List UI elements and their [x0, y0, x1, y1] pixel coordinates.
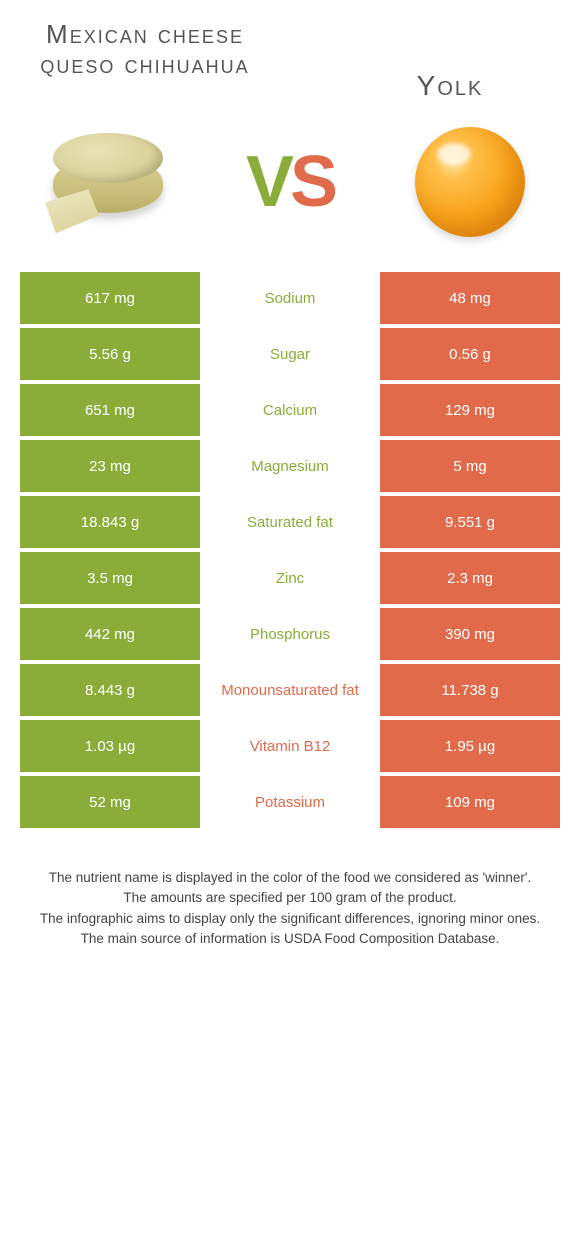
cell-right-value: 2.3 mg	[380, 552, 560, 604]
cell-nutrient-label: Magnesium	[200, 440, 380, 492]
cell-nutrient-label: Sugar	[200, 328, 380, 380]
cell-left-value: 18.843 g	[20, 496, 200, 548]
table-row: 1.03 µgVitamin B121.95 µg	[20, 720, 560, 772]
cell-nutrient-label: Phosphorus	[200, 608, 380, 660]
cell-nutrient-label: Monounsaturated fat	[200, 664, 380, 716]
cell-left-value: 23 mg	[20, 440, 200, 492]
cell-left-value: 5.56 g	[20, 328, 200, 380]
footer-notes: The nutrient name is displayed in the co…	[0, 828, 580, 949]
vs-v: V	[246, 142, 290, 222]
cell-right-value: 129 mg	[380, 384, 560, 436]
cell-nutrient-label: Potassium	[200, 776, 380, 828]
table-row: 18.843 gSaturated fat9.551 g	[20, 496, 560, 548]
cell-left-value: 442 mg	[20, 608, 200, 660]
footer-line: The nutrient name is displayed in the co…	[30, 868, 550, 888]
table-row: 3.5 mgZinc2.3 mg	[20, 552, 560, 604]
cell-left-value: 1.03 µg	[20, 720, 200, 772]
cell-right-value: 9.551 g	[380, 496, 560, 548]
cell-right-value: 11.738 g	[380, 664, 560, 716]
title-left: Mexican cheese queso chihuahua	[30, 20, 260, 80]
header: Mexican cheese queso chihuahua Yolk	[0, 0, 580, 112]
nutrient-table: 617 mgSodium48 mg5.56 gSugar0.56 g651 mg…	[20, 272, 560, 828]
footer-line: The amounts are specified per 100 gram o…	[30, 888, 550, 908]
vs-s: S	[290, 142, 334, 222]
cell-right-value: 390 mg	[380, 608, 560, 660]
footer-line: The infographic aims to display only the…	[30, 909, 550, 929]
cell-nutrient-label: Saturated fat	[200, 496, 380, 548]
cell-left-value: 3.5 mg	[20, 552, 200, 604]
table-row: 8.443 gMonounsaturated fat11.738 g	[20, 664, 560, 716]
cell-right-value: 109 mg	[380, 776, 560, 828]
footer-line: The main source of information is USDA F…	[30, 929, 550, 949]
cell-nutrient-label: Vitamin B12	[200, 720, 380, 772]
table-row: 52 mgPotassium109 mg	[20, 776, 560, 828]
table-row: 442 mgPhosphorus390 mg	[20, 608, 560, 660]
cell-left-value: 617 mg	[20, 272, 200, 324]
images-row: VS	[0, 112, 580, 262]
cell-right-value: 1.95 µg	[380, 720, 560, 772]
title-right: Yolk	[350, 20, 550, 102]
cell-right-value: 0.56 g	[380, 328, 560, 380]
yolk-icon	[400, 122, 540, 242]
table-row: 23 mgMagnesium5 mg	[20, 440, 560, 492]
cell-left-value: 8.443 g	[20, 664, 200, 716]
cell-left-value: 52 mg	[20, 776, 200, 828]
cell-right-value: 48 mg	[380, 272, 560, 324]
cell-nutrient-label: Zinc	[200, 552, 380, 604]
vs-label: VS	[246, 141, 334, 223]
cell-left-value: 651 mg	[20, 384, 200, 436]
table-row: 5.56 gSugar0.56 g	[20, 328, 560, 380]
cell-nutrient-label: Sodium	[200, 272, 380, 324]
cell-right-value: 5 mg	[380, 440, 560, 492]
cheese-icon	[40, 122, 180, 242]
table-row: 617 mgSodium48 mg	[20, 272, 560, 324]
cell-nutrient-label: Calcium	[200, 384, 380, 436]
table-row: 651 mgCalcium129 mg	[20, 384, 560, 436]
